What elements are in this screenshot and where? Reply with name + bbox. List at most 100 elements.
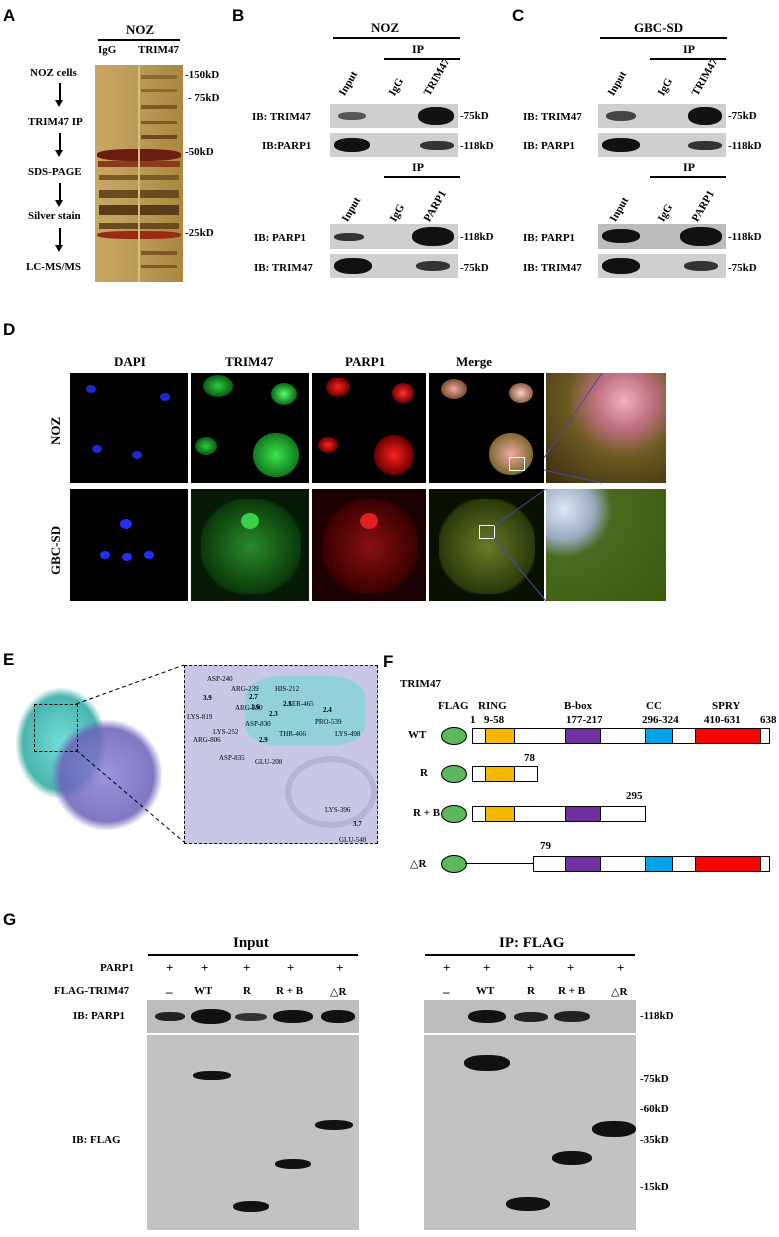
flow-arrow [56,228,62,252]
panel-label-c: C [512,6,525,25]
domain-range-ring: 9-58 [484,714,505,726]
plus-sign: + [336,960,344,975]
construct-label-rb: R + B [413,807,441,819]
deletion-line [465,863,533,864]
plus-sign: + [567,960,575,975]
flow-arrow [56,183,62,207]
panel-b-title: NOZ [371,20,400,35]
size-label: -118kD [728,140,762,152]
micrograph-gbcsd-dapi [70,489,188,601]
size-label: -118kD [460,231,494,243]
blot-g-ip-parp1 [424,1000,636,1033]
residue-label: LYS-252 [213,728,239,736]
residue-label: THR-466 [279,730,306,738]
size-label: -75kD [460,110,489,122]
residue-label: SER-465 [288,700,314,708]
blot-g-ip-flag [424,1035,636,1230]
panel-f-title: TRIM47 [400,678,441,690]
distance-label: 2.1 [283,700,292,708]
plus-sign: + [527,960,535,975]
column-label-trim47: TRIM47 [225,354,274,369]
panel-b-ib-parp1-2: IB: PARP1 [254,232,307,244]
domain-name-spry: SPRY [712,700,741,712]
blot-c-parp1 [598,133,726,157]
lane-label: △R [330,986,347,998]
marker-75kd: -75kD [640,1073,669,1085]
marker-118kd: -118kD [640,1010,674,1022]
flow-step-3: SDS-PAGE [28,166,82,178]
construct-bar-rb [472,806,646,822]
row-label-parp1: PARP1 [100,962,135,974]
flag-tag [441,765,467,783]
panel-c-ib-parp1-2: IB: PARP1 [523,232,576,244]
residue-label: GLU-540 [339,836,367,844]
micrograph-gbcsd-merge [429,489,544,601]
marker-15kd: -15kD [640,1181,669,1193]
lane-label: R [243,985,251,997]
plus-sign: + [243,960,251,975]
residue-label: LYS-498 [335,730,361,738]
size-label: -75kD [728,110,757,122]
lane-label: R [527,985,535,997]
panel-c-ip2: IP [683,160,695,174]
domain-name-cc: CC [646,700,662,712]
marker-150kd: -150kD [185,69,220,81]
construct-label-dr: △R [410,858,427,870]
ib-parp1-label: IB: PARP1 [73,1010,126,1022]
distance-label: 2.4 [323,706,332,714]
input-title: Input [233,935,269,951]
plus-sign: + [443,960,451,975]
marker-75kd: - 75kD [188,92,220,104]
flow-step-1: NOZ cells [30,67,77,79]
panel-label-g: G [3,910,17,929]
blot-b-trim47 [330,104,458,128]
blot-b-parp1 [330,133,458,157]
blot-g-input-parp1 [147,1000,359,1033]
distance-label: 2.9 [259,736,268,744]
residue-label: ARG-806 [193,736,221,744]
flow-arrow [56,83,62,107]
panel-b-ip2: IP [412,160,424,174]
micrograph-gbcsd-trim47 [191,489,309,601]
distance-label: 2.7 [249,693,258,701]
ip-flag-title: IP: FLAG [499,935,565,951]
panel-b-ib-parp1: IB:PARP1 [262,140,312,152]
protein-structure [12,670,172,840]
panel-c-ib-trim47: IB: TRIM47 [523,111,582,123]
residue-label: HIS-212 [275,685,300,693]
domain-range-bbox: 177-217 [566,714,603,726]
micrograph-noz-trim47 [191,373,309,483]
silver-stain-gel [95,65,183,282]
position-start: 1 [470,714,476,726]
domain-range-cc: 296-324 [642,714,679,726]
distance-label: 3.7 [353,820,362,828]
binding-interface-zoom: ASP-240 ARG-239 HIS-212 LYS-819 ARG-250 … [184,665,378,844]
panel-label-b: B [232,6,245,25]
residue-label: PRO-539 [315,718,342,726]
size-label: -75kD [728,262,757,274]
ib-flag-label: IB: FLAG [72,1134,121,1146]
plus-sign: + [201,960,209,975]
micrograph-noz-zoom [546,373,666,483]
residue-label: ASP-835 [219,754,245,762]
lane-label: △R [611,986,628,998]
construct-end-r: 78 [524,752,535,764]
size-label: -118kD [460,140,494,152]
marker-35kd: -35kD [640,1134,669,1146]
construct-end-rb: 295 [626,790,643,802]
position-end: 638 [760,714,777,726]
blot-c-trim47-2 [598,254,726,278]
residue-label: LYS-819 [187,713,213,721]
flow-step-4: Silver stain [28,210,81,222]
column-label-merge: Merge [456,354,493,369]
domain-range-spry: 410-631 [704,714,741,726]
lane-label: WT [476,985,495,997]
flag-label: FLAG [438,700,469,712]
panel-label-f: F [383,652,394,671]
plus-sign: + [483,960,491,975]
construct-bar-dr [533,856,770,872]
micrograph-noz-merge [429,373,544,483]
domain-name-bbox: B-box [564,700,593,712]
construct-bar-r [472,766,538,782]
construct-bar-wt [472,728,770,744]
